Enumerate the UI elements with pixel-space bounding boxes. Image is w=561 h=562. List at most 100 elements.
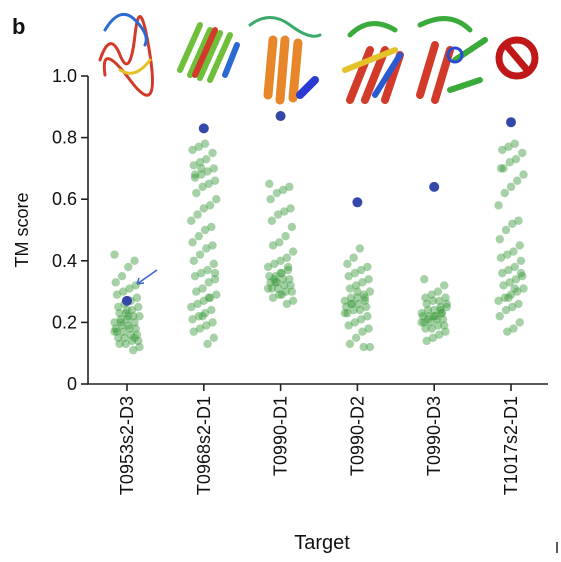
data-point — [187, 302, 196, 312]
data-point — [425, 312, 434, 321]
data-point — [129, 345, 138, 355]
data-point — [345, 339, 355, 349]
data-point — [505, 158, 514, 167]
data-point — [189, 327, 198, 336]
data-point — [345, 284, 355, 293]
data-point — [349, 253, 358, 262]
data-point — [125, 284, 134, 293]
data-point — [494, 296, 503, 306]
data-point — [114, 302, 123, 312]
data-point — [208, 318, 217, 327]
data-point — [356, 265, 366, 275]
data-point — [515, 241, 524, 250]
data-point — [271, 272, 280, 281]
data-point — [417, 318, 426, 327]
data-point — [188, 238, 197, 247]
data-point — [503, 250, 512, 259]
data-point — [515, 318, 524, 327]
data-point — [423, 305, 433, 315]
data-point — [283, 265, 293, 275]
data-point — [514, 299, 523, 309]
data-point — [340, 296, 350, 306]
data-point — [212, 195, 221, 204]
data-point — [197, 170, 206, 179]
data-point — [511, 154, 521, 164]
data-point — [421, 324, 430, 333]
data-point — [441, 293, 450, 302]
data-point — [203, 265, 212, 275]
structure-icon — [296, 76, 319, 99]
data-point — [435, 296, 444, 306]
data-point — [189, 161, 198, 170]
data-point — [194, 312, 203, 321]
highlight-point — [198, 123, 209, 134]
y-tick-label: 0.8 — [52, 128, 77, 148]
structure-icon — [417, 16, 473, 33]
data-point — [288, 247, 298, 256]
data-point — [110, 318, 119, 327]
data-point — [364, 275, 373, 284]
data-point — [200, 225, 210, 235]
data-point — [420, 275, 429, 284]
data-point — [116, 315, 125, 324]
data-point — [208, 241, 217, 250]
data-point — [433, 321, 443, 330]
data-point — [499, 281, 508, 290]
data-point — [506, 182, 516, 192]
data-point — [190, 173, 200, 182]
data-point — [508, 302, 517, 312]
data-point — [355, 305, 365, 315]
data-point — [276, 268, 285, 278]
data-point — [281, 287, 290, 296]
data-point — [351, 281, 361, 290]
data-point — [426, 318, 435, 327]
x-tick-label: T0990-D2 — [347, 396, 367, 476]
data-point — [132, 330, 142, 339]
data-point — [263, 262, 273, 272]
structure-icon — [372, 52, 403, 98]
data-point — [498, 268, 507, 278]
data-point — [421, 293, 430, 302]
highlight-point — [429, 181, 440, 192]
data-point — [273, 284, 283, 293]
data-point — [349, 305, 358, 315]
data-point — [126, 330, 135, 339]
data-point — [272, 188, 282, 198]
data-point — [346, 299, 356, 309]
data-point — [354, 299, 363, 309]
data-point — [124, 262, 133, 272]
data-point — [511, 275, 521, 284]
data-point — [285, 275, 294, 284]
data-point — [499, 164, 508, 173]
data-point — [504, 142, 513, 152]
data-point — [267, 284, 277, 293]
data-point — [127, 305, 137, 315]
data-point — [422, 336, 431, 346]
data-point — [120, 333, 129, 342]
data-point — [500, 293, 509, 302]
data-point — [188, 145, 197, 155]
structure-icon — [263, 35, 303, 105]
data-point — [189, 256, 198, 265]
x-tick-label: T0953s2-D3 — [117, 396, 137, 495]
y-tick-label: 0.2 — [52, 312, 77, 332]
data-point — [111, 324, 120, 333]
data-point — [209, 333, 218, 342]
data-point — [200, 308, 210, 318]
data-point — [115, 308, 124, 318]
data-point — [516, 268, 526, 278]
data-point — [194, 142, 203, 152]
y-tick-label: 0.6 — [52, 189, 77, 209]
data-point — [510, 139, 519, 148]
data-point — [358, 327, 367, 336]
data-point — [271, 278, 280, 287]
data-point — [433, 287, 443, 296]
data-point — [263, 284, 273, 293]
data-point — [275, 290, 284, 299]
data-point — [501, 225, 511, 235]
data-point — [112, 327, 122, 336]
y-axis-label: TM score — [12, 192, 32, 267]
data-point — [422, 299, 431, 309]
data-point — [122, 305, 132, 315]
